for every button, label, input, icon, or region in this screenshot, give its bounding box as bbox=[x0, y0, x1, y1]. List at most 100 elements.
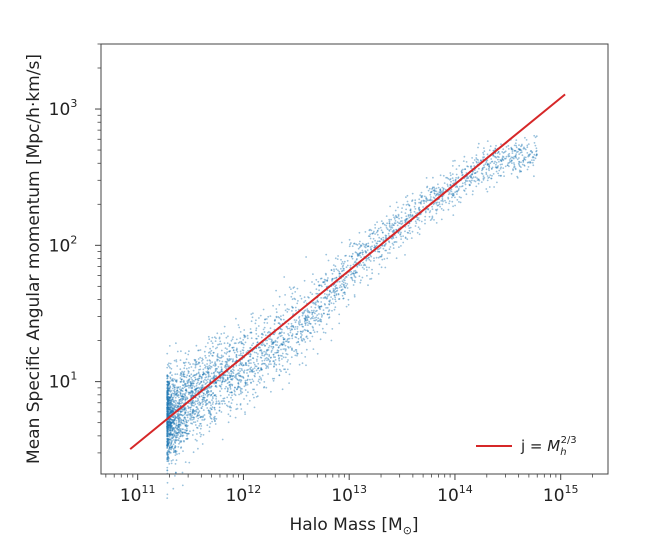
scatter-point bbox=[238, 341, 241, 343]
scatter-point bbox=[228, 374, 231, 377]
scatter-point bbox=[203, 418, 206, 420]
scatter-point bbox=[176, 391, 179, 394]
scatter-point bbox=[238, 379, 240, 382]
scatter-point bbox=[179, 381, 182, 383]
scatter-point bbox=[167, 426, 170, 429]
scatter-point bbox=[219, 385, 222, 387]
scatter-point bbox=[341, 261, 344, 263]
scatter-point bbox=[166, 456, 169, 459]
scatter-point bbox=[206, 387, 209, 390]
scatter-point bbox=[523, 158, 525, 160]
scatter-point bbox=[436, 208, 439, 211]
scatter-point bbox=[219, 372, 221, 374]
scatter-point bbox=[178, 399, 181, 401]
scatter-point bbox=[215, 395, 218, 398]
scatter-point bbox=[243, 398, 245, 400]
scatter-point bbox=[369, 237, 372, 240]
scatter-point bbox=[166, 377, 169, 379]
scatter-point bbox=[392, 231, 394, 234]
scatter-point bbox=[213, 406, 216, 409]
scatter-point bbox=[191, 414, 193, 416]
scatter-point bbox=[166, 398, 169, 400]
scatter-point bbox=[255, 319, 257, 322]
scatter-point bbox=[320, 297, 322, 299]
scatter-point bbox=[437, 204, 440, 207]
scatter-point bbox=[194, 400, 197, 403]
scatter-point bbox=[448, 193, 450, 196]
scatter-point bbox=[173, 395, 176, 397]
scatter-point bbox=[353, 261, 356, 264]
scatter-point bbox=[166, 434, 169, 436]
scatter-point bbox=[478, 161, 480, 164]
scatter-point bbox=[296, 354, 298, 357]
scatter-point bbox=[182, 395, 184, 398]
scatter-point bbox=[200, 386, 203, 388]
scatter-point bbox=[185, 430, 188, 432]
scatter-point bbox=[259, 349, 261, 352]
scatter-point bbox=[508, 161, 511, 164]
scatter-point bbox=[491, 166, 494, 169]
scatter-point bbox=[451, 196, 453, 199]
scatter-point bbox=[407, 214, 410, 216]
scatter-point bbox=[417, 218, 419, 221]
scatter-point bbox=[230, 391, 233, 394]
scatter-point bbox=[303, 310, 306, 313]
scatter-point bbox=[370, 277, 373, 280]
scatter-point bbox=[485, 171, 488, 174]
scatter-point bbox=[395, 257, 398, 260]
scatter-point bbox=[449, 172, 452, 174]
scatter-point bbox=[221, 376, 224, 379]
scatter-point bbox=[383, 245, 386, 248]
scatter-point bbox=[320, 284, 322, 287]
scatter-point bbox=[486, 140, 489, 143]
scatter-point bbox=[189, 384, 192, 387]
scatter-point bbox=[169, 425, 171, 428]
scatter-point bbox=[366, 274, 368, 277]
scatter-point bbox=[168, 432, 170, 434]
scatter-point bbox=[290, 335, 293, 337]
scatter-point bbox=[166, 391, 169, 394]
scatter-point bbox=[297, 300, 299, 302]
scatter-point bbox=[332, 302, 335, 305]
scatter-point bbox=[499, 159, 502, 161]
scatter-point bbox=[416, 231, 419, 234]
scatter-point bbox=[187, 411, 190, 413]
scatter-point bbox=[175, 450, 178, 453]
scatter-point bbox=[171, 434, 173, 437]
scatter-point bbox=[369, 278, 371, 280]
scatter-point bbox=[202, 372, 205, 375]
scatter-point bbox=[461, 185, 464, 187]
scatter-point bbox=[170, 446, 173, 449]
scatter-point bbox=[349, 264, 352, 267]
scatter-point bbox=[351, 245, 354, 248]
scatter-point bbox=[237, 372, 240, 374]
scatter-point bbox=[436, 204, 439, 207]
scatter-point bbox=[486, 164, 489, 166]
scatter-point bbox=[358, 264, 361, 266]
scatter-point bbox=[183, 423, 186, 425]
scatter-point bbox=[229, 350, 232, 352]
scatter-point bbox=[468, 180, 471, 182]
scatter-point bbox=[169, 389, 171, 391]
scatter-point bbox=[455, 190, 458, 193]
scatter-point bbox=[232, 336, 235, 338]
scatter-point bbox=[522, 159, 525, 162]
scatter-point bbox=[213, 394, 216, 397]
scatter-point bbox=[442, 200, 444, 203]
scatter-point bbox=[212, 392, 215, 394]
scatter-point bbox=[175, 404, 178, 407]
scatter-point bbox=[167, 390, 169, 392]
scatter-point bbox=[249, 378, 251, 381]
scatter-point bbox=[442, 188, 445, 191]
scatter-point bbox=[166, 493, 169, 496]
scatter-point bbox=[303, 317, 306, 320]
scatter-point bbox=[237, 382, 240, 384]
scatter-point bbox=[213, 376, 216, 378]
scatter-point bbox=[279, 335, 282, 338]
scatter-point bbox=[362, 251, 364, 254]
scatter-point bbox=[451, 192, 454, 195]
scatter-point bbox=[519, 149, 521, 151]
scatter-point bbox=[189, 430, 191, 433]
scatter-point bbox=[166, 444, 169, 447]
scatter-point bbox=[405, 204, 408, 206]
